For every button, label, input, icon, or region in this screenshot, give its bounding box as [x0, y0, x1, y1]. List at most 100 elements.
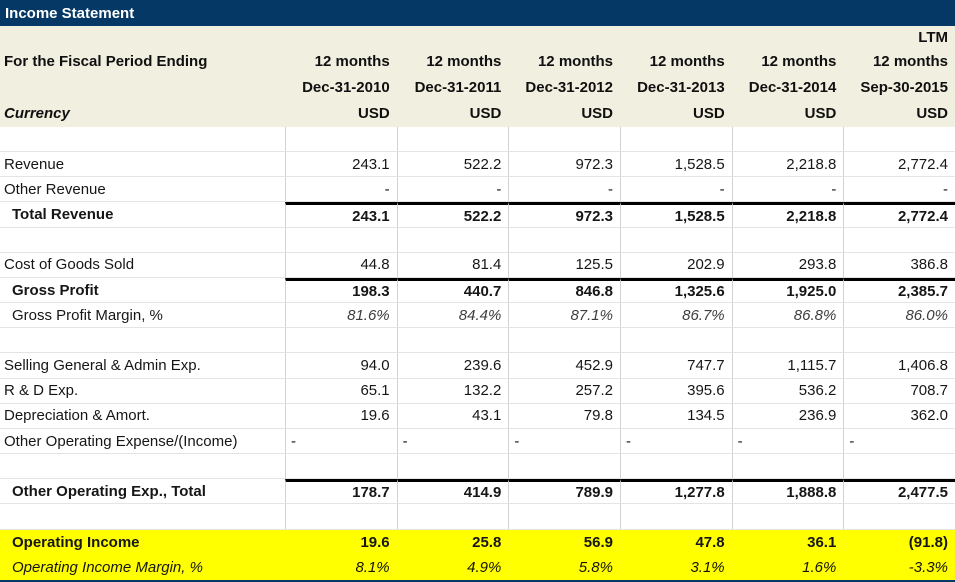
value-cell-col-5: -: [731, 428, 844, 454]
table-body: Revenue 243.1 522.2 972.3 1,528.5 2,218.8 2,77…: [0, 127, 955, 580]
value-cell-col-4: 3.1%: [690, 558, 725, 576]
currency-col-3: USD: [581, 105, 613, 122]
period-col-6: 12 months: [872, 52, 948, 70]
page-title: Income Statement: [5, 4, 135, 22]
value-cell-col-5: 293.8: [731, 252, 844, 277]
row-operating-income-margin: Operating Income Margin, % 8.1% 4.9% 5.8% 3.…: [0, 554, 955, 580]
row-label: Operating Income Margin, %: [12, 558, 203, 576]
value-cell-col-4: 47.8: [695, 533, 725, 551]
value-cell-col-3: 79.8: [508, 403, 620, 428]
row-cost-of-goods-sold: Cost of Goods Sold 44.8 81.4 125.5 202.9 293.…: [0, 252, 955, 278]
value-cell-col-1: 198.3: [285, 277, 397, 303]
value-cell-col-5: [731, 328, 844, 353]
value-cell-col-2: 239.6: [396, 353, 509, 378]
value-cell-col-3: 5.8%: [578, 558, 613, 576]
value-cell-col-6: 386.8: [843, 252, 955, 277]
blank-row: [0, 504, 955, 530]
row-other-revenue: Other Revenue - - - - - -: [0, 177, 955, 203]
date-col-6: Sep-30-2015: [860, 78, 948, 96]
value-cell-col-6: 2,772.4: [843, 152, 955, 177]
row-selling-general-admin-exp: Selling General & Admin Exp. 94.0 239.6 452…: [0, 353, 955, 379]
value-cell-col-2: 522.2: [396, 152, 509, 177]
fiscal-period-label: For the Fiscal Period Ending: [4, 52, 208, 70]
table-header: LTM For the Fiscal Period Ending 12 month…: [0, 26, 955, 127]
row-total-revenue: Total Revenue 243.1 522.2 972.3 1,528.5 2,218…: [0, 202, 955, 228]
value-cell-col-2: -: [396, 428, 509, 454]
value-cell-col-3: [508, 328, 620, 353]
period-col-1: 12 months: [314, 52, 390, 70]
value-cell-col-2: 43.1: [396, 403, 509, 428]
value-cell-col-3: 257.2: [508, 378, 620, 403]
value-cell-col-5: [731, 504, 844, 529]
value-cell-col-2: 132.2: [396, 378, 509, 403]
value-cell-col-2: [396, 454, 509, 479]
value-cell-col-5: 36.1: [807, 533, 837, 551]
value-cell-col-6: 1,406.8: [843, 353, 955, 378]
value-cell-col-3: 87.1%: [508, 303, 620, 328]
period-col-2: 12 months: [426, 52, 502, 70]
value-cell-col-3: 125.5: [508, 252, 620, 277]
row-other-operating-expense-income: Other Operating Expense/(Income) - - - - - -: [0, 428, 955, 455]
value-cell-col-5: 1.6%: [802, 558, 837, 576]
value-cell-col-6: 2,772.4: [843, 202, 955, 227]
value-cell-col-5: 236.9: [731, 403, 844, 428]
value-cell-col-3: [508, 127, 620, 152]
value-cell-col-2: 414.9: [396, 479, 509, 504]
row-gross-profit: Gross Profit 198.3 440.7 846.8 1,325.6 1,925.…: [0, 277, 955, 304]
value-cell-col-2: 522.2: [396, 202, 509, 227]
value-cell-col-1: 8.1%: [355, 558, 390, 576]
blank-row: [0, 328, 955, 354]
row-label: Revenue: [4, 155, 65, 173]
row-label: [0, 127, 285, 151]
value-cell-col-6: 86.0%: [843, 303, 955, 328]
value-cell-col-4: [619, 454, 732, 479]
value-cell-col-6: [843, 454, 955, 479]
value-cell-col-6: -: [843, 428, 955, 454]
row-label: R & D Exp.: [4, 382, 79, 400]
value-cell-col-3: 789.9: [508, 479, 620, 504]
header-spacer: [0, 26, 285, 48]
value-cell-col-4: [619, 127, 732, 152]
row-label: Operating Income: [12, 533, 140, 551]
value-cell-col-3: 972.3: [508, 202, 620, 227]
value-cell-col-1: [285, 227, 397, 252]
value-cell-col-5: 536.2: [731, 378, 844, 403]
row-label: [0, 504, 285, 528]
value-cell-col-2: [396, 127, 509, 152]
bottom-border: [0, 580, 955, 582]
currency-row: Currency USD USD USD USD USD USD: [0, 100, 955, 127]
value-cell-col-1: 19.6: [285, 403, 397, 428]
header-spacer: [508, 26, 620, 48]
currency-col-2: USD: [469, 105, 502, 122]
date-row: Dec-31-2010 Dec-31-2011 Dec-31-2012 Dec-31-…: [0, 74, 955, 100]
value-cell-col-4: [619, 328, 732, 353]
value-cell-col-2: -: [396, 177, 509, 202]
value-cell-col-1: 94.0: [285, 353, 397, 378]
value-cell-col-5: [731, 454, 844, 479]
value-cell-col-5: 1,925.0: [731, 277, 844, 303]
header-spacer: [732, 26, 844, 48]
value-cell-col-5: [731, 127, 844, 152]
value-cell-col-4: -: [619, 428, 732, 454]
value-cell-col-3: -: [508, 428, 620, 454]
value-cell-col-6: -3.3%: [908, 558, 948, 576]
value-cell-col-1: [285, 127, 397, 152]
value-cell-col-3: 452.9: [508, 353, 620, 378]
value-cell-col-5: -: [731, 177, 844, 202]
value-cell-col-1: [285, 454, 397, 479]
row-depreciation-amort: Depreciation & Amort. 19.6 43.1 79.8 134.5 23…: [0, 403, 955, 429]
value-cell-col-4: [619, 504, 732, 529]
ltm-row: LTM: [0, 26, 955, 48]
title-bar: Income Statement: [0, 0, 955, 26]
value-cell-col-4: 747.7: [619, 353, 732, 378]
row-operating-income: Operating Income 19.6 25.8 56.9 47.8 36.1 (91.…: [0, 529, 955, 555]
value-cell-col-3: 846.8: [508, 277, 620, 303]
value-cell-col-6: 2,385.7: [843, 277, 955, 303]
currency-label: Currency: [4, 105, 70, 122]
currency-col-6: USD: [916, 105, 948, 122]
currency-col-1: USD: [357, 105, 390, 122]
row-label: Depreciation & Amort.: [4, 407, 150, 425]
value-cell-col-1: 81.6%: [285, 303, 397, 328]
value-cell-col-6: -: [843, 177, 955, 202]
row-label: [0, 228, 285, 252]
